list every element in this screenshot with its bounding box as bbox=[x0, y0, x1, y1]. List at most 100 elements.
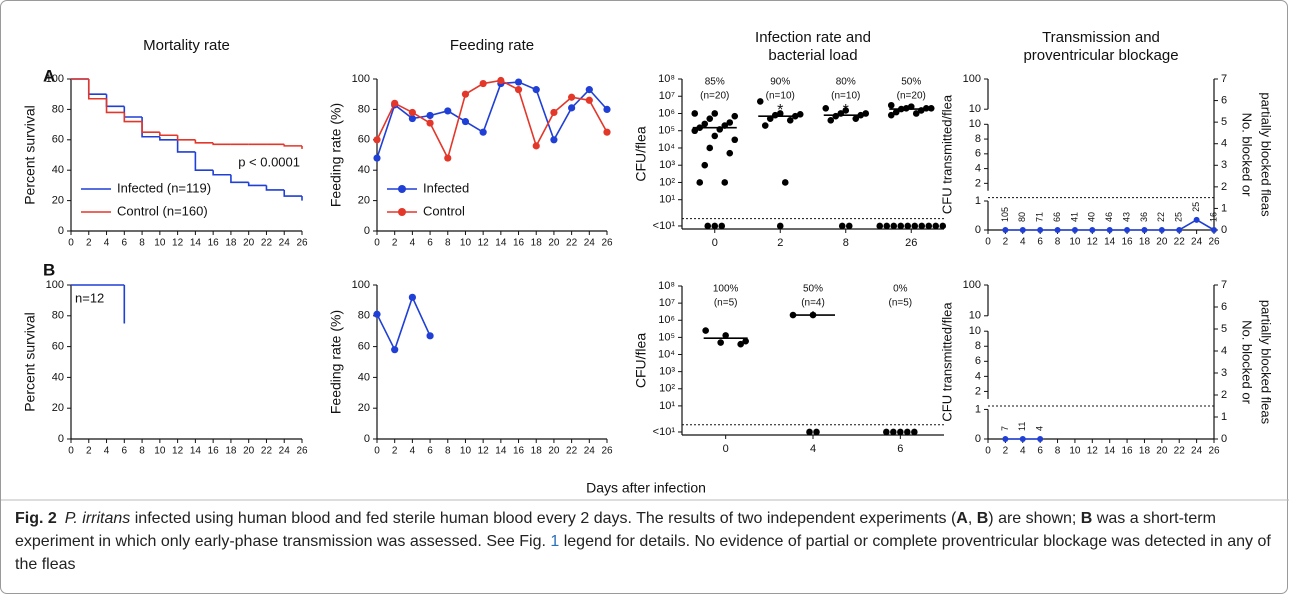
group-n: (n=10) bbox=[831, 91, 860, 102]
x-tick-label: 2 bbox=[392, 446, 398, 457]
data-point bbox=[711, 222, 719, 230]
data-point bbox=[696, 179, 704, 186]
survival-step bbox=[123, 106, 143, 118]
group-percent: 50% bbox=[901, 77, 921, 88]
x-tick-label: 2 bbox=[1003, 237, 1009, 248]
y-tick-label: 100 bbox=[352, 73, 370, 85]
x-tick-label: 0 bbox=[985, 446, 991, 457]
group-percent: 100% bbox=[713, 284, 739, 295]
x-tick-label: 24 bbox=[584, 238, 596, 249]
point bbox=[550, 136, 558, 144]
x-tick-label: 8 bbox=[445, 446, 451, 457]
x-tick-label: 16 bbox=[513, 446, 525, 457]
data-point bbox=[939, 222, 947, 230]
data-point bbox=[907, 103, 915, 110]
data-point bbox=[883, 222, 891, 230]
legend-label: Infected bbox=[423, 180, 469, 195]
survival-step bbox=[194, 151, 214, 171]
x-tick-label: 14 bbox=[1104, 237, 1116, 248]
group-percent: 0% bbox=[893, 284, 908, 295]
point bbox=[514, 86, 523, 94]
y-tick-label: 6 bbox=[975, 148, 981, 160]
x-tick-label: 18 bbox=[1139, 237, 1151, 248]
caption: Fig. 2 P. irritans infected using human b… bbox=[15, 507, 1277, 576]
data-point bbox=[706, 115, 714, 122]
caption-run[interactable]: 1 bbox=[550, 533, 560, 550]
data-point bbox=[892, 108, 900, 116]
x-tick-label: 14 bbox=[190, 446, 202, 457]
x-tick-label: 14 bbox=[190, 238, 202, 249]
y2-tick-label: 4 bbox=[1221, 345, 1227, 357]
x-tick-label: 26 bbox=[905, 237, 917, 249]
x-tick-label: 0 bbox=[712, 237, 718, 249]
x-tick-label: 4 bbox=[410, 238, 416, 249]
y-tick-label: 10⁷ bbox=[659, 297, 675, 309]
survival-step bbox=[105, 94, 125, 108]
y-tick-label: <10¹ bbox=[653, 220, 676, 232]
x-tick-label: 10 bbox=[1069, 237, 1081, 248]
data-point bbox=[701, 161, 709, 169]
data-point bbox=[776, 110, 784, 117]
point bbox=[1037, 436, 1044, 442]
caption-run: P. irritans bbox=[64, 510, 131, 527]
y-tick-label: 0 bbox=[975, 224, 981, 236]
point bbox=[568, 93, 576, 101]
x-tick-label: 4 bbox=[410, 446, 416, 457]
point bbox=[497, 76, 505, 85]
x-tick-label: 0 bbox=[68, 446, 74, 457]
data-point bbox=[925, 222, 933, 230]
group-percent: 80% bbox=[836, 77, 856, 88]
point bbox=[1124, 227, 1131, 233]
data-point bbox=[838, 222, 846, 230]
x-tick-label: 18 bbox=[225, 238, 237, 249]
x-tick-label: 6 bbox=[427, 446, 433, 457]
y2-tick-label: 4 bbox=[1221, 138, 1227, 150]
caption-run: infected using human blood and fed steri… bbox=[130, 510, 957, 527]
y-tick-label: 10 bbox=[969, 103, 981, 115]
y-axis-label: Percent survival bbox=[22, 312, 38, 412]
sample-size: 46 bbox=[1104, 212, 1114, 222]
x-tick-label: 16 bbox=[208, 238, 220, 249]
point bbox=[461, 90, 470, 98]
y2-tick-label: 3 bbox=[1221, 367, 1227, 379]
point bbox=[1002, 227, 1009, 233]
y-tick-label: 10 bbox=[969, 325, 981, 337]
y-tick-label: 40 bbox=[52, 164, 64, 176]
x-tick-label: 22 bbox=[1174, 446, 1186, 457]
data-point bbox=[890, 222, 898, 230]
y2-tick-label: 0 bbox=[1221, 224, 1227, 236]
sample-size: 66 bbox=[1052, 212, 1062, 222]
survival-step bbox=[265, 185, 285, 191]
survival-step bbox=[283, 189, 302, 197]
y-tick-label: 10² bbox=[659, 176, 675, 188]
x-tick-label: 6 bbox=[122, 238, 128, 249]
data-point bbox=[691, 127, 699, 135]
survival-step bbox=[176, 135, 196, 141]
y-tick-label: 10⁵ bbox=[658, 125, 675, 137]
y-tick-label: 100 bbox=[46, 73, 64, 85]
y-tick-label: 8 bbox=[975, 133, 981, 145]
x-tick-label: 6 bbox=[1037, 446, 1043, 457]
y2-tick-label: 2 bbox=[1221, 389, 1227, 401]
x-tick-label: 8 bbox=[445, 238, 451, 249]
x-tick-label: 20 bbox=[548, 446, 560, 457]
y-tick-label: 60 bbox=[358, 341, 370, 353]
data-point bbox=[827, 117, 835, 124]
x-tick-label: 24 bbox=[279, 238, 291, 249]
y2-tick-label: 7 bbox=[1221, 279, 1227, 291]
data-point bbox=[756, 98, 764, 105]
data-point bbox=[726, 119, 734, 126]
sample-size: 71 bbox=[1035, 212, 1045, 222]
y-tick-label: 10³ bbox=[659, 159, 675, 171]
x-tick-label: 2 bbox=[392, 238, 398, 249]
y-axis-label: CFU/flea bbox=[633, 126, 649, 181]
sample-size: 16 bbox=[1208, 212, 1218, 222]
y-tick-label: 60 bbox=[52, 341, 64, 353]
point bbox=[585, 96, 593, 104]
data-point bbox=[722, 332, 729, 339]
y-tick-label: 80 bbox=[52, 103, 64, 115]
sample-size: 25 bbox=[1191, 202, 1201, 212]
panel-title: Feeding rate bbox=[450, 37, 534, 54]
data-point bbox=[726, 149, 734, 157]
x-tick-label: 16 bbox=[513, 238, 525, 249]
